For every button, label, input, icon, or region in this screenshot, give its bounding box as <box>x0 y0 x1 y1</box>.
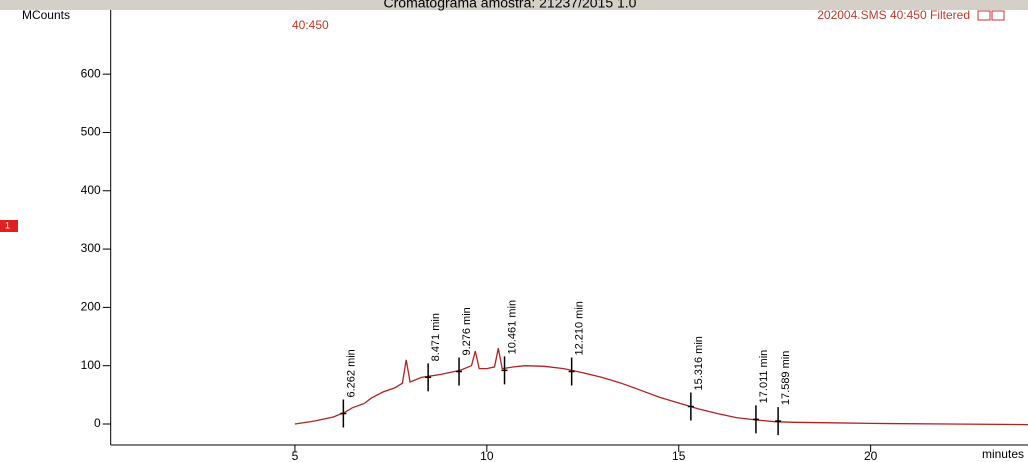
window-button[interactable] <box>977 10 991 21</box>
peak-label: 12.210 min <box>574 301 586 355</box>
peak-label: 9.276 min <box>461 307 473 355</box>
peak-label: 17.589 min <box>780 351 792 405</box>
marker-label: 1 <box>5 220 10 230</box>
close-button[interactable] <box>991 10 1005 21</box>
file-label: 202004.SMS 40:450 Filtered <box>817 8 970 22</box>
peak-label: 17.011 min <box>758 350 770 404</box>
y-tick-label: 300 <box>81 241 101 255</box>
y-tick-label: 0 <box>94 416 101 430</box>
y-tick-label: 100 <box>81 358 101 372</box>
ion-label: 40:450 <box>292 18 329 32</box>
y-tick-label: 400 <box>81 183 101 197</box>
y-axis-label: MCounts <box>22 8 70 22</box>
x-tick-label: 20 <box>864 449 878 462</box>
chromatogram-line <box>294 348 1028 426</box>
x-tick-label: 15 <box>672 449 686 462</box>
x-tick-label: 10 <box>480 449 494 462</box>
y-tick-label: 600 <box>81 66 101 80</box>
x-tick-label: 5 <box>292 449 299 462</box>
x-axis-label: minutes <box>982 447 1024 461</box>
peak-label: 6.262 min <box>345 349 357 397</box>
header-bar <box>0 0 1028 10</box>
peak-label: 8.471 min <box>430 313 442 361</box>
marker-badge <box>0 220 18 232</box>
peak-label: 10.461 min <box>506 300 518 354</box>
y-tick-label: 200 <box>81 300 101 314</box>
y-tick-label: 500 <box>81 125 101 139</box>
peak-label: 15.316 min <box>693 336 705 390</box>
chart-title: Cromatograma amostra: 21237/2015 1.0 <box>384 0 637 11</box>
